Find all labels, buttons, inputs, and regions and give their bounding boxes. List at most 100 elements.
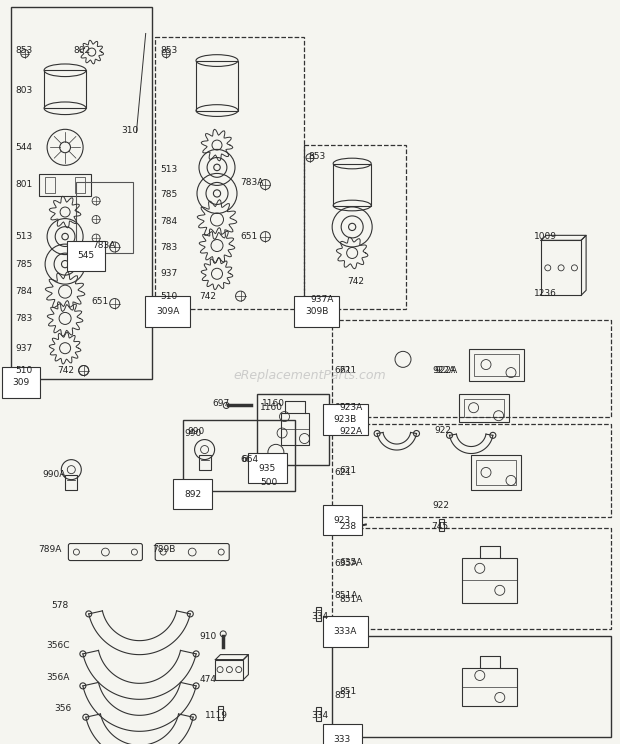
Text: 853: 853 (16, 46, 33, 55)
Text: 651: 651 (92, 297, 109, 306)
Text: 1160: 1160 (260, 403, 283, 412)
Text: 742: 742 (57, 366, 74, 375)
Text: 923A: 923A (335, 403, 358, 412)
Text: 922: 922 (434, 426, 451, 434)
Bar (218, 706, 223, 719)
Bar (316, 607, 321, 620)
Bar (471, 455, 521, 490)
Bar (304, 145, 406, 309)
Bar (332, 636, 611, 737)
Text: 922A: 922A (433, 366, 456, 375)
Text: 621: 621 (340, 466, 357, 475)
Text: 783: 783 (16, 314, 33, 323)
Text: 789B: 789B (152, 545, 175, 554)
Text: eReplacementParts.com: eReplacementParts.com (234, 369, 386, 382)
Bar (257, 394, 329, 465)
Bar (316, 708, 321, 721)
Text: 783: 783 (160, 243, 177, 251)
Text: 510: 510 (16, 366, 33, 375)
Text: 937: 937 (16, 344, 33, 353)
Text: 922A: 922A (335, 423, 358, 432)
Text: 990A: 990A (42, 470, 66, 479)
Text: 789A: 789A (38, 545, 62, 554)
Text: 851A: 851A (340, 595, 363, 604)
Text: 803: 803 (16, 86, 33, 95)
Text: 923B: 923B (334, 415, 357, 424)
Text: 922: 922 (433, 501, 450, 510)
Text: 937A: 937A (310, 295, 334, 304)
Text: 851: 851 (340, 687, 357, 696)
Bar (439, 519, 444, 530)
Text: 621: 621 (335, 468, 352, 477)
Bar (476, 460, 516, 485)
Text: 784: 784 (160, 217, 177, 226)
Text: 635A: 635A (335, 559, 358, 568)
Bar (75, 176, 85, 193)
Text: 510: 510 (160, 292, 177, 301)
Text: 309A: 309A (156, 307, 180, 316)
Text: 1119: 1119 (205, 711, 228, 720)
Text: 1236: 1236 (534, 289, 557, 298)
Text: 664: 664 (241, 455, 258, 464)
Text: 238: 238 (340, 522, 357, 531)
Bar (464, 399, 503, 417)
Text: 578: 578 (51, 601, 68, 610)
Text: 309B: 309B (305, 307, 329, 316)
Text: 922A: 922A (340, 427, 363, 436)
Text: 801: 801 (16, 180, 33, 189)
Text: 935: 935 (259, 464, 276, 472)
Text: 544: 544 (16, 143, 32, 152)
Text: 474: 474 (200, 675, 216, 684)
Text: 334: 334 (311, 612, 329, 620)
Text: 513: 513 (160, 165, 177, 174)
Text: 802: 802 (73, 46, 91, 55)
Text: 923: 923 (334, 516, 351, 525)
Text: 923A: 923A (340, 403, 363, 412)
Bar (215, 660, 244, 679)
Bar (474, 353, 518, 376)
Text: 356A: 356A (46, 673, 70, 682)
Text: 742: 742 (200, 292, 216, 301)
Text: 356C: 356C (46, 641, 70, 650)
Text: 910: 910 (200, 632, 217, 641)
Bar (333, 164, 371, 205)
Text: 990: 990 (187, 427, 205, 436)
Text: 310: 310 (121, 126, 138, 135)
Text: 651: 651 (241, 232, 258, 241)
Bar (463, 558, 517, 603)
Text: 513: 513 (16, 232, 33, 241)
Bar (198, 455, 211, 469)
Bar (65, 475, 78, 490)
Text: 545: 545 (78, 251, 95, 260)
Bar (459, 394, 508, 422)
Text: 922A: 922A (434, 366, 457, 375)
Text: 783A: 783A (241, 178, 264, 187)
Text: 853: 853 (309, 152, 326, 161)
Bar (45, 176, 55, 193)
Text: 937: 937 (160, 269, 177, 278)
Bar (155, 37, 304, 309)
Text: 334: 334 (311, 711, 329, 720)
Bar (463, 668, 517, 707)
Bar (44, 70, 86, 109)
Text: 853: 853 (160, 46, 177, 55)
Bar (332, 320, 611, 417)
Bar (39, 173, 91, 196)
Text: 745: 745 (431, 522, 448, 531)
Bar (196, 60, 238, 111)
Bar (332, 528, 611, 629)
Text: 892: 892 (184, 490, 202, 498)
Bar (183, 420, 294, 491)
Text: 697: 697 (212, 400, 229, 408)
Text: 356: 356 (55, 704, 72, 713)
Text: 500: 500 (260, 478, 278, 487)
Text: 1009: 1009 (534, 232, 557, 241)
Text: 664: 664 (242, 455, 259, 464)
Bar (469, 348, 523, 381)
Text: 784: 784 (16, 287, 33, 296)
Text: 851A: 851A (335, 591, 358, 600)
Text: 635A: 635A (340, 558, 363, 567)
Text: 621: 621 (335, 366, 352, 375)
Text: 785: 785 (160, 190, 177, 199)
Text: 851: 851 (335, 691, 352, 700)
